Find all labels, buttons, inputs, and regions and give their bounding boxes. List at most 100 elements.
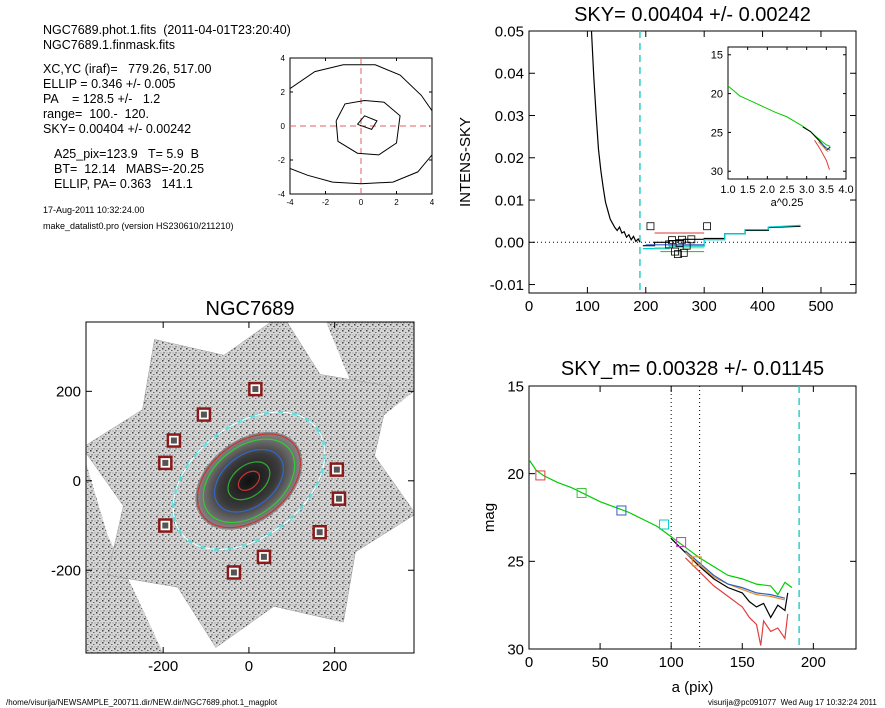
- x-tick-label: 0: [525, 298, 533, 315]
- info-line: range= 100.- 120.: [43, 107, 149, 121]
- inset-series-line: [814, 139, 830, 170]
- x-tick-label: 100: [659, 654, 684, 671]
- info-line: A25_pix=123.9 T= 5.9 B: [54, 147, 200, 161]
- info-date: 17-Aug-2011 10:32:24.00: [43, 205, 145, 215]
- x-tick-label: -2: [322, 198, 330, 207]
- mag-marker: [659, 519, 670, 530]
- mag-series-line: [529, 459, 793, 596]
- sky-box-inner: [162, 459, 169, 466]
- isophote-ellipse: [196, 433, 301, 529]
- y-tick-label: 0.03: [495, 108, 524, 125]
- sky-ylabel: INTENS-SKY: [457, 117, 474, 207]
- sky-box-inner: [316, 529, 323, 536]
- sky-sample-marker: [646, 222, 655, 231]
- contour-line: [335, 99, 401, 156]
- isophote-ellipse: [227, 461, 271, 501]
- y-tick-label: 15: [507, 378, 524, 395]
- y-tick-label: 0.04: [495, 66, 524, 83]
- y-tick-label: 0.05: [495, 23, 524, 40]
- sky-sample-marker: [668, 236, 676, 245]
- x-tick-label: 100: [575, 298, 600, 315]
- y-tick-label: 30: [507, 641, 524, 658]
- info-line: SKY= 0.00404 +/- 0.00242: [43, 122, 192, 136]
- footer-path: /home/visurija/NEWSAMPLE_200711.dir/NEW.…: [6, 698, 278, 707]
- plot-frame: [85, 321, 415, 654]
- mag-marker: [616, 505, 627, 516]
- galaxy-body: [195, 431, 303, 530]
- mag-series-line: [684, 557, 789, 646]
- y-tick-label: -200: [51, 563, 81, 580]
- contour-line: [290, 154, 432, 185]
- y-tick-label: 0: [73, 473, 81, 490]
- inset-series-line: [728, 85, 831, 147]
- mag-marker: [535, 470, 546, 481]
- x-tick-label: 1.5: [740, 184, 755, 196]
- inset-background: [728, 47, 846, 179]
- inset-series-line: [818, 141, 829, 153]
- mag-ylabel: mag: [481, 503, 498, 532]
- x-tick-label: 4: [430, 198, 435, 207]
- x-tick-label: 300: [692, 298, 717, 315]
- plot-frame: [528, 385, 857, 650]
- mag-marker: [691, 556, 702, 567]
- sky-box-inner: [170, 437, 177, 444]
- x-tick-label: 1.0: [720, 184, 735, 196]
- mag-marker: [576, 487, 587, 498]
- y-tick-label: 20: [711, 88, 723, 100]
- inset-series-line: [820, 142, 831, 151]
- sky-sample-marker: [671, 247, 679, 256]
- x-tick-label: 200: [801, 654, 826, 671]
- x-tick-label: 500: [808, 298, 833, 315]
- x-tick-label: -200: [148, 658, 178, 675]
- sky-box-inner: [230, 569, 237, 576]
- x-tick-label: 0: [245, 658, 253, 675]
- info-line: NGC7689.1.finmask.fits: [43, 38, 175, 52]
- sky-sample-marker: [687, 235, 696, 244]
- y-tick-label: 2: [281, 88, 286, 97]
- x-tick-label: 3.0: [799, 184, 814, 196]
- inset-series-line: [802, 126, 831, 152]
- x-tick-label: 400: [750, 298, 775, 315]
- x-tick-label: 200: [322, 658, 347, 675]
- sky-series-line: [590, 31, 641, 243]
- sky-box-inner: [260, 553, 267, 560]
- info-line: BT= 12.14 MABS=-20.25: [54, 162, 205, 176]
- galaxy-title: NGC7689: [206, 298, 295, 320]
- y-tick-label: 0.01: [495, 192, 524, 209]
- isophote-ellipse: [202, 438, 296, 524]
- y-tick-label: -4: [278, 190, 286, 199]
- sky-title: SKY= 0.00404 +/- 0.00242: [574, 4, 811, 26]
- mag-xlabel: a (pix): [672, 679, 714, 696]
- info-line: ELLIP, PA= 0.363 141.1: [54, 177, 193, 191]
- x-tick-label: 200: [633, 298, 658, 315]
- image-fragment: [326, 322, 414, 428]
- y-tick-label: 0: [281, 122, 286, 131]
- sky-sample-marker: [665, 240, 674, 249]
- x-tick-label: 3.5: [819, 184, 834, 196]
- y-tick-label: 30: [711, 166, 723, 178]
- sky-box-inner: [162, 522, 169, 529]
- info-line: ELLIP = 0.346 +/- 0.005: [43, 77, 176, 91]
- info-program: make_datalist0.pro (version HS230610/211…: [43, 221, 234, 231]
- x-tick-label: 0: [525, 654, 533, 671]
- mag-series-line: [684, 552, 786, 601]
- sky-box-inner: [252, 386, 259, 393]
- y-tick-label: 0.00: [495, 235, 524, 252]
- sky-series-line: [642, 224, 801, 250]
- x-tick-label: 150: [730, 654, 755, 671]
- mag-title: SKY_m= 0.00328 +/- 0.01145: [561, 358, 824, 380]
- mag-marker: [676, 537, 687, 548]
- y-tick-label: -0.01: [490, 277, 524, 294]
- footer-user: visurija@pc091077 Wed Aug 17 10:32:24 20…: [708, 698, 877, 707]
- y-tick-label: 25: [711, 127, 723, 139]
- sky-box-inner: [200, 411, 207, 418]
- inset-xlabel: a^0.25: [771, 197, 804, 209]
- y-tick-label: 4: [281, 54, 286, 63]
- y-tick-label: 15: [711, 50, 723, 62]
- contour-line: [290, 64, 432, 111]
- y-tick-label: 20: [507, 466, 524, 483]
